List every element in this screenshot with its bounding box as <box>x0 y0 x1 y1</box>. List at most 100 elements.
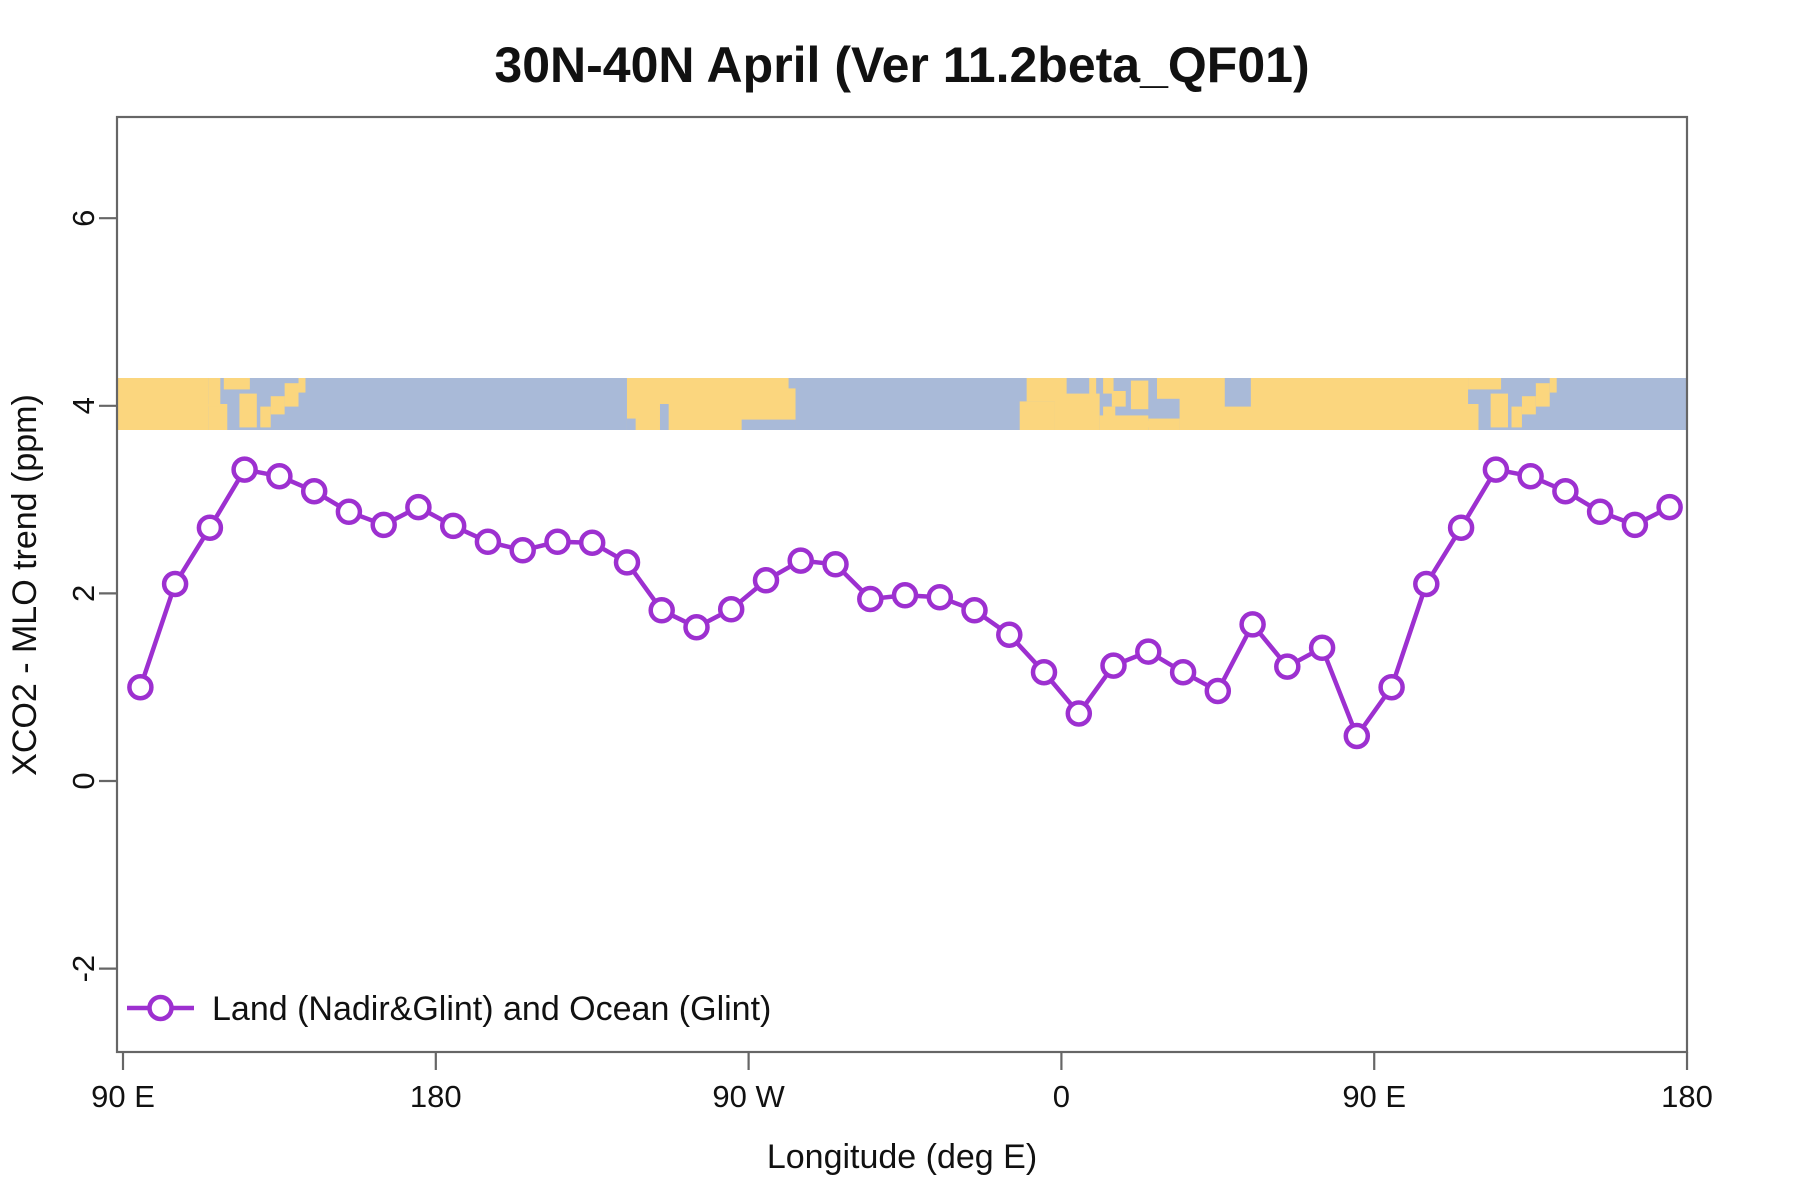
data-point <box>1239 611 1266 638</box>
map-water-patch <box>741 419 796 430</box>
legend-open-circle-marker-icon <box>147 994 174 1022</box>
y-axis-tick-label: 6 <box>66 210 101 227</box>
data-point <box>1135 638 1162 665</box>
map-land-patch <box>1521 396 1536 415</box>
data-point <box>1447 514 1475 541</box>
data-point <box>405 493 432 521</box>
data-point <box>1308 634 1336 662</box>
map-land-patch <box>1143 420 1154 428</box>
y-axis-tick-label: -2 <box>66 955 101 983</box>
map-land-patch <box>1549 378 1557 393</box>
map-land-patch <box>1156 378 1215 399</box>
data-point <box>1169 658 1197 686</box>
map-land-patch <box>1459 404 1479 430</box>
data-point <box>1517 462 1544 490</box>
x-axis-tick-label: 90 W <box>712 1079 785 1114</box>
x-axis-tick-label: 180 <box>410 1079 462 1114</box>
data-point <box>1656 493 1683 521</box>
map-land-patch <box>284 383 299 407</box>
data-point <box>857 585 884 613</box>
data-point <box>1378 673 1405 701</box>
map-land-patch <box>270 396 285 415</box>
data-point <box>1586 498 1614 526</box>
map-land-patch <box>239 393 257 428</box>
legend-label: Land (Nadir&Glint) and Ocean (Glint) <box>212 990 771 1028</box>
x-axis-tick-label: 0 <box>1053 1079 1070 1114</box>
data-point <box>752 567 780 594</box>
data-point <box>335 498 363 526</box>
data-point <box>300 477 328 505</box>
data-point <box>1482 456 1510 483</box>
data-point <box>613 549 641 576</box>
data-point <box>891 582 919 609</box>
map-land-patch <box>223 378 250 390</box>
data-point <box>1552 477 1579 505</box>
data-point <box>1204 677 1232 705</box>
legend: Land (Nadir&Glint) and Ocean (Glint) <box>127 990 771 1028</box>
data-series <box>127 456 1683 750</box>
data-point <box>787 547 814 574</box>
data-point <box>578 529 606 556</box>
map-land-patch <box>1019 401 1055 430</box>
map-land-patch <box>1089 378 1097 399</box>
map-land-patch <box>1468 378 1502 390</box>
data-point <box>1030 658 1058 686</box>
data-point <box>961 597 988 624</box>
axes: 90 E 180 90 W 0 90 E 180 -2 0 2 4 6 <box>66 115 1713 1114</box>
map-land-patch <box>1148 418 1180 430</box>
data-point <box>717 596 745 623</box>
y-axis-tick-label: 0 <box>66 772 101 789</box>
data-point <box>196 514 224 541</box>
map-land-patch <box>208 378 221 407</box>
plot-frame <box>115 115 1689 1054</box>
y-axis-tick-label: 2 <box>66 585 101 602</box>
data-point <box>509 537 536 564</box>
map-land-patch <box>1490 393 1509 428</box>
map-land-patch <box>208 404 228 430</box>
data-point <box>370 511 397 539</box>
map-water-patch <box>626 418 636 430</box>
map-water-patch <box>788 378 796 389</box>
data-point <box>822 551 849 578</box>
data-point <box>683 613 710 641</box>
data-point <box>127 673 154 701</box>
data-point <box>439 512 467 540</box>
map-land-patch <box>1103 406 1116 417</box>
y-axis-tick-label: 4 <box>66 397 101 414</box>
data-point <box>161 570 189 598</box>
data-point <box>1274 653 1301 680</box>
x-axis-tick-label: 90 E <box>91 1079 155 1114</box>
data-point <box>266 462 293 490</box>
map-land-patch <box>1111 391 1126 407</box>
map-land-patch <box>1099 415 1149 430</box>
x-axis-tick-label: 90 E <box>1342 1079 1406 1114</box>
data-point <box>1621 511 1649 539</box>
map-water-patch <box>1224 378 1251 407</box>
data-point <box>1413 570 1440 598</box>
data-point <box>1065 700 1093 727</box>
data-point <box>1343 722 1371 750</box>
map-land-patch <box>1130 380 1149 410</box>
map-land-patch <box>1026 378 1067 402</box>
map-land-patch <box>1511 406 1522 428</box>
data-point <box>648 597 675 624</box>
data-point <box>926 583 954 611</box>
map-land-patch <box>260 406 271 428</box>
data-point <box>231 456 258 483</box>
chart-title: 30N-40N April (Ver 11.2beta_QF01) <box>494 37 1309 93</box>
x-axis-title: Longitude (deg E) <box>767 1138 1037 1176</box>
data-point <box>1100 652 1127 679</box>
y-axis-title: XCO2 - MLO trend (ppm) <box>6 394 44 776</box>
data-point <box>544 528 571 556</box>
map-land-patch <box>298 378 306 393</box>
data-point <box>996 621 1023 648</box>
data-point <box>474 528 502 556</box>
map-land-patch <box>1103 378 1114 394</box>
map-land-patch <box>1179 378 1469 430</box>
world-map-band <box>117 378 1687 430</box>
map-water-patch <box>659 404 669 430</box>
map-land-patch <box>1535 383 1550 407</box>
x-axis-tick-label: 180 <box>1661 1079 1713 1114</box>
